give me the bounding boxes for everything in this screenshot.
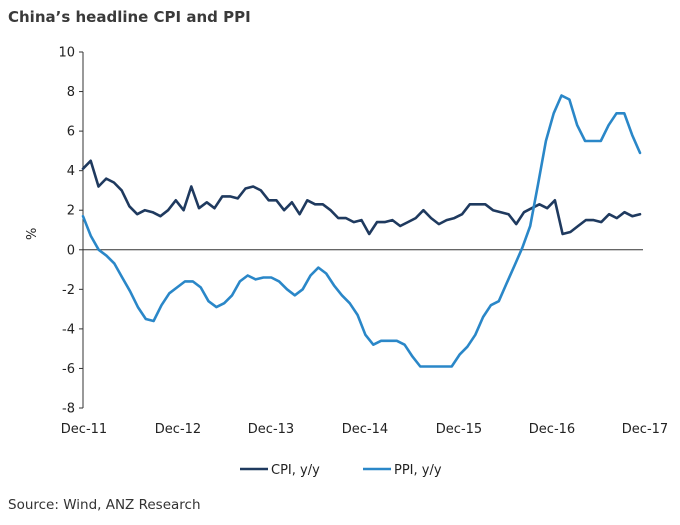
source-note: Source: Wind, ANZ Research [8, 497, 201, 513]
series-layer [81, 94, 642, 368]
x-tick-label: Dec-14 [342, 422, 388, 437]
series-line-cpi [81, 159, 642, 236]
y-tick-label: 10 [58, 46, 75, 61]
series-line-ppi [81, 94, 642, 368]
y-tick-label: 6 [67, 125, 75, 140]
x-tick-label: Dec-11 [61, 422, 107, 437]
chart-title: China’s headline CPI and PPI [8, 8, 251, 26]
chart-legend: CPI, y/y PPI, y/y [240, 463, 442, 478]
y-tick-label: -6 [62, 362, 75, 377]
x-tick-label: Dec-12 [155, 422, 201, 437]
y-tick-label: -8 [62, 402, 75, 417]
y-tick-label: -2 [62, 283, 75, 298]
x-tick-label: Dec-16 [529, 422, 575, 437]
y-tick-label: 2 [67, 204, 75, 219]
y-tick-label: 8 [67, 85, 75, 100]
y-tick-label: -4 [62, 322, 75, 337]
chart-axes: 10 8 6 4 2 0 -2 -4 -6 -8% Dec-11 Dec-12 Dec-13 Dec-14… [25, 46, 668, 438]
y-axis-label: % [25, 228, 40, 240]
x-tick-label: Dec-15 [436, 422, 482, 437]
legend-ppi-label: PPI, y/y [394, 463, 442, 478]
y-tick-label: 0 [67, 243, 75, 258]
legend-cpi-label: CPI, y/y [271, 463, 320, 478]
x-tick-label: Dec-17 [622, 422, 668, 437]
y-tick-label: 4 [67, 164, 75, 179]
x-tick-label: Dec-13 [248, 422, 294, 437]
